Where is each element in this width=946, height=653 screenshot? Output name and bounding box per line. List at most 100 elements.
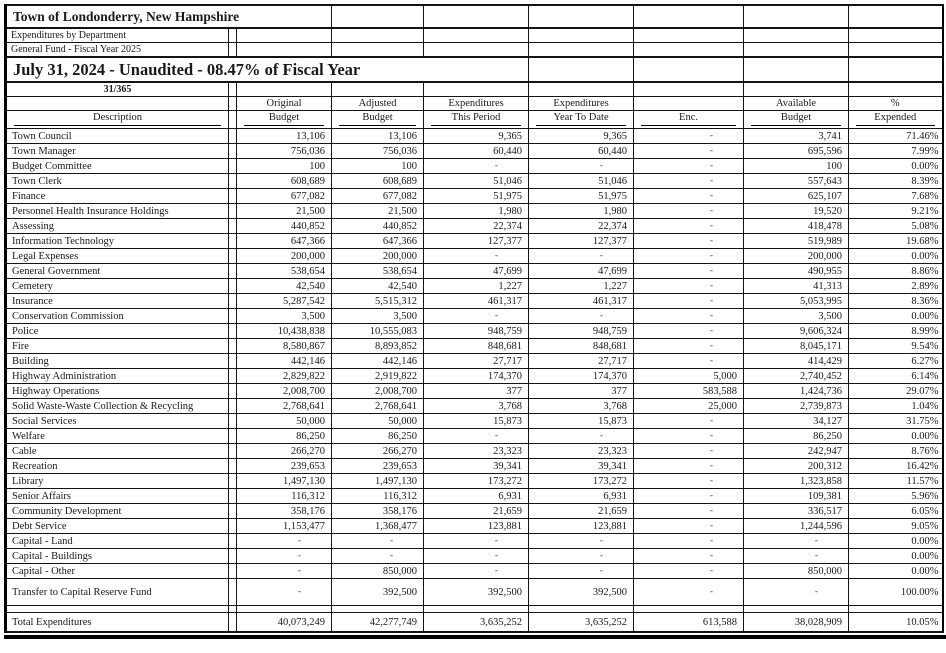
spacer-cell [228, 308, 237, 324]
spacer-cell [228, 612, 237, 633]
table-row: Police 10,438,838 10,555,083 948,759 948,759… [5, 323, 944, 339]
table-row: Conservation Commission 3,500 3,500- - -3,50… [5, 308, 944, 324]
row-value: - [743, 548, 850, 564]
row-value: - [235, 578, 333, 606]
row-value: 461,317 [423, 293, 530, 309]
table-row: Social Services 50,000 50,000 15,873 15,873-… [5, 413, 944, 429]
row-value: - [423, 428, 530, 444]
row-label: Cable [5, 443, 229, 459]
row-value: 2,008,700 [331, 383, 425, 399]
row-value: 848,681 [423, 338, 530, 354]
table-row: Town Manager 756,036 756,036 60,440 60,440-6… [5, 143, 944, 159]
row-value: 3,500 [331, 308, 425, 324]
spacer-cell [228, 578, 237, 606]
spacer-cell [228, 488, 237, 504]
row-value: - [633, 338, 745, 354]
period-line: July 31, 2024 - Unaudited - 08.47% of Fi… [4, 56, 530, 83]
empty-cell [423, 42, 530, 58]
col-header-original-budget: Budget [235, 110, 333, 129]
row-value: 625,107 [743, 188, 850, 204]
row-value: - [633, 278, 745, 294]
row-percent-expended: 11.57% [848, 473, 944, 489]
col-header-adjusted-budget: Budget [331, 110, 425, 129]
empty-cell [743, 27, 850, 43]
row-value: 42,540 [235, 278, 333, 294]
spacer-cell [228, 173, 237, 189]
row-value: 442,146 [235, 353, 333, 369]
row-percent-expended: 16.42% [848, 458, 944, 474]
row-value: 392,500 [528, 578, 635, 606]
row-value: 51,046 [528, 173, 635, 189]
row-value: - [633, 458, 745, 474]
row-percent-expended: 10.05% [848, 612, 944, 633]
row-label: Personnel Health Insurance Holdings [5, 203, 229, 219]
row-value: - [633, 428, 745, 444]
empty-cell [848, 56, 944, 83]
row-label: Town Manager [5, 143, 229, 159]
row-value: - [423, 533, 530, 549]
col-header-description: Description [5, 110, 229, 129]
row-value: - [528, 248, 635, 264]
row-value: 2,739,873 [743, 398, 850, 414]
row-value: 173,272 [423, 473, 530, 489]
spacer-cell [228, 27, 237, 43]
empty-cell [848, 27, 944, 43]
row-label: Recreation [5, 458, 229, 474]
row-value: 1,368,477 [331, 518, 425, 534]
empty-cell [423, 27, 530, 43]
spacer-cell [228, 188, 237, 204]
row-value: 1,244,596 [743, 518, 850, 534]
row-value: 8,893,852 [331, 338, 425, 354]
row-value: - [423, 548, 530, 564]
spacer-cell [228, 128, 237, 144]
col-header-original: Original [235, 96, 333, 111]
row-value: 174,370 [528, 368, 635, 384]
row-percent-expended: 9.05% [848, 518, 944, 534]
row-value [235, 605, 333, 613]
row-value: 1,980 [423, 203, 530, 219]
row-label: Highway Operations [5, 383, 229, 399]
row-value: 116,312 [331, 488, 425, 504]
empty-cell [528, 42, 635, 58]
row-value: 13,106 [235, 128, 333, 144]
row-value: - [633, 293, 745, 309]
subtitle-row: Expenditures by Department [5, 27, 944, 43]
spacer-cell [228, 263, 237, 279]
row-label: Capital - Land [5, 533, 229, 549]
row-percent-expended: 8.86% [848, 263, 944, 279]
table-row: Town Clerk 608,689 608,689 51,046 51,046-557… [5, 173, 944, 189]
row-label: Capital - Other [5, 563, 229, 579]
row-value: - [633, 218, 745, 234]
row-value: 86,250 [743, 428, 850, 444]
row-value: 490,955 [743, 263, 850, 279]
empty-cell [423, 81, 530, 97]
row-value: 677,082 [331, 188, 425, 204]
row-label: General Government [5, 263, 229, 279]
row-value: 200,000 [235, 248, 333, 264]
row-value: 8,580,867 [235, 338, 333, 354]
empty-cell [331, 42, 425, 58]
spacer-cell [228, 293, 237, 309]
row-value: 647,366 [235, 233, 333, 249]
row-percent-expended: 71.46% [848, 128, 944, 144]
row-value: - [633, 563, 745, 579]
empty-cell [743, 56, 850, 83]
row-percent-expended: 19.68% [848, 233, 944, 249]
table-row: Capital - Other -850,000- - -850,000 0.00% [5, 563, 944, 579]
row-value: 116,312 [235, 488, 333, 504]
spacer-cell [228, 143, 237, 159]
row-value: - [528, 548, 635, 564]
row-value: 10,555,083 [331, 323, 425, 339]
row-value: 21,500 [235, 203, 333, 219]
report-title: Town of Londonderry, New Hampshire [4, 4, 333, 29]
table-row: Legal Expenses 200,000 200,000- - -200,000 0.… [5, 248, 944, 264]
spacer-cell [228, 338, 237, 354]
row-percent-expended: 0.00% [848, 428, 944, 444]
column-header-row-2: Description Budget Budget This Period Ye… [5, 110, 944, 129]
row-value: - [633, 233, 745, 249]
row-value: 100 [235, 158, 333, 174]
row-value: 358,176 [331, 503, 425, 519]
table-row: Community Development 358,176 358,176 21,65… [5, 503, 944, 519]
row-percent-expended: 7.68% [848, 188, 944, 204]
row-value: 9,365 [423, 128, 530, 144]
